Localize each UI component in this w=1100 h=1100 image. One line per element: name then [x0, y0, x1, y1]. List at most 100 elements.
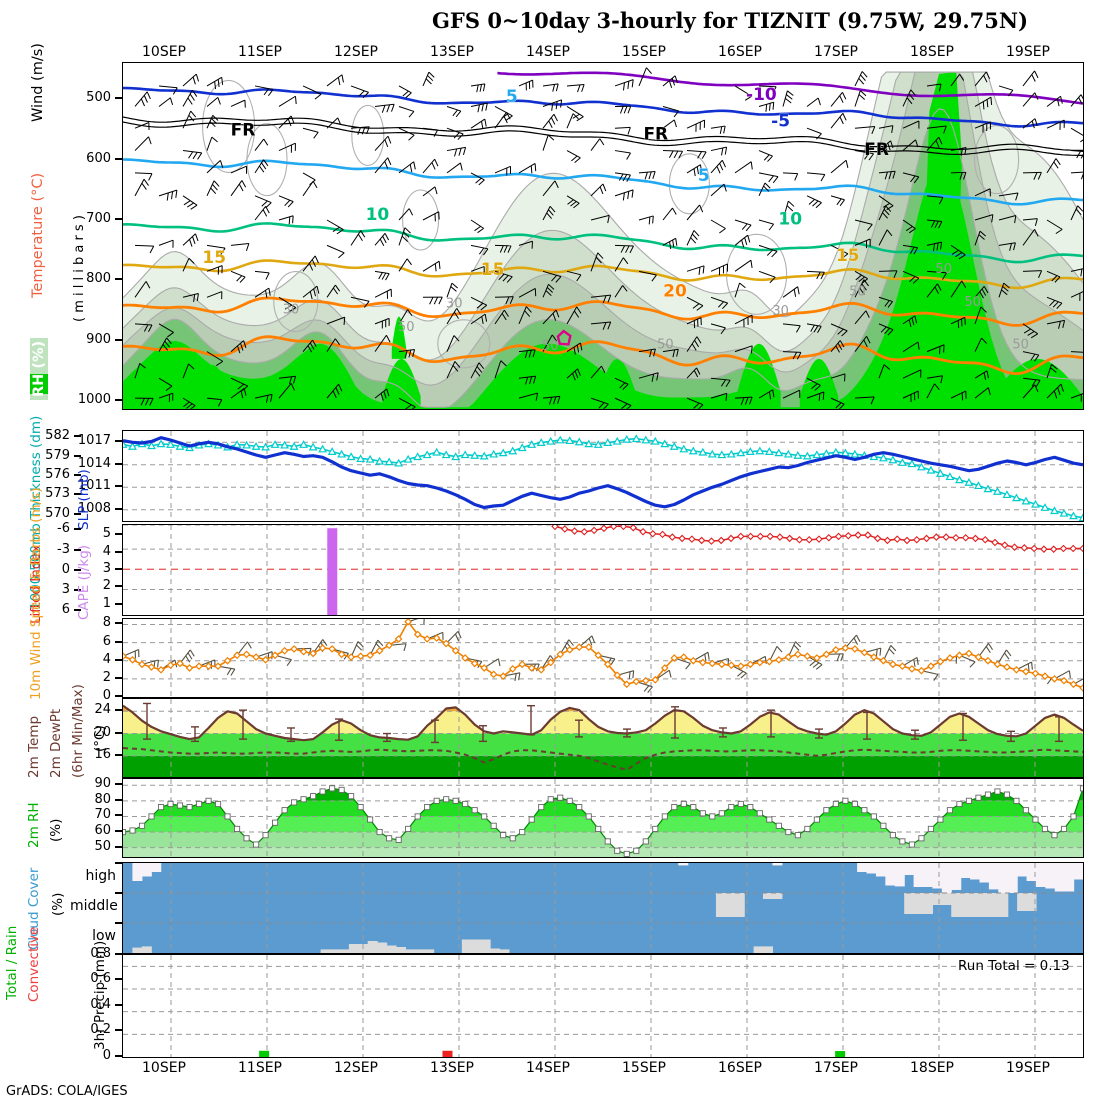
svg-text:5: 5: [698, 166, 710, 186]
tick-mark: [115, 731, 122, 734]
svg-text:30: 30: [283, 302, 300, 317]
slp-tick: 1008: [77, 500, 111, 516]
svg-text:5: 5: [506, 87, 518, 107]
svg-text:-10: -10: [746, 85, 777, 105]
bottom-date-axis: 10SEP 11SEP 12SEP 13SEP 14SEP 15SEP 16SEP 17SEP…: [0, 1060, 1100, 1078]
rh2m-tick: 80: [94, 791, 111, 807]
date-tick: 11SEP: [238, 44, 282, 60]
tick-mark: [115, 97, 122, 100]
svg-text:20: 20: [663, 281, 687, 301]
tick-mark: [115, 798, 122, 801]
slp-label: SLP (mb): [76, 469, 92, 530]
date-tick: 15SEP: [622, 44, 666, 60]
cape-tick: 5: [102, 526, 111, 542]
precip-tick: 0.4: [90, 996, 111, 1012]
date-tick: 14SEP: [526, 44, 570, 60]
tick-mark: [74, 548, 81, 551]
cloud-row-low: low: [92, 928, 116, 944]
rh2m-tick: 70: [94, 807, 111, 823]
temp-minmax-label: (6hr Min/Max): [70, 684, 86, 778]
date-tick: 19SEP: [1006, 1060, 1050, 1076]
lifted-index-tick: 6: [61, 601, 70, 617]
li-cape-panel: [122, 524, 1084, 616]
upper-air-wind-label: Wind (m/s): [30, 43, 46, 122]
tick-mark: [115, 753, 122, 756]
slp-tick: 1017: [77, 433, 111, 449]
run-total-label: Run Total = 0.13: [958, 958, 1070, 974]
tick-mark: [74, 608, 81, 611]
tick-mark: [115, 278, 122, 281]
tick-mark: [74, 512, 81, 515]
rh2m-tick: 60: [94, 823, 111, 839]
date-tick: 18SEP: [910, 1060, 954, 1076]
pressure-tick: 900: [86, 331, 111, 347]
top-date-axis: 10SEP 11SEP 12SEP 13SEP 14SEP 15SEP 16SEP 17SEP…: [0, 44, 1100, 62]
svg-text:-5: -5: [771, 112, 790, 132]
cape-tick: 4: [102, 543, 111, 559]
tick-mark: [115, 952, 122, 955]
cloud-row-middle: middle: [70, 898, 118, 914]
svg-text:50: 50: [936, 262, 953, 277]
svg-text:50: 50: [1012, 337, 1029, 352]
cape-label: CAPE (J/kg): [76, 544, 92, 620]
date-tick: 15SEP: [622, 1060, 666, 1076]
thickness-tick: 576: [45, 467, 70, 482]
rh2m-panel: [122, 778, 1084, 858]
thickness-slp-panel: [122, 430, 1084, 522]
tick-mark: [115, 507, 122, 510]
svg-text:FR: FR: [643, 124, 668, 144]
svg-text:50: 50: [964, 295, 981, 310]
wind-tick: 0: [102, 688, 111, 703]
tick-mark: [115, 922, 122, 924]
date-tick: 10SEP: [142, 44, 186, 60]
date-tick: 12SEP: [334, 1060, 378, 1076]
wind-tick: 4: [102, 651, 111, 667]
tick-mark: [74, 528, 81, 531]
dewpt2m-label: 2m DewPt: [48, 708, 64, 778]
svg-text:50: 50: [542, 339, 559, 354]
tick-mark: [115, 695, 122, 697]
tick-mark: [115, 709, 122, 712]
tick-mark: [115, 676, 122, 679]
tick-mark: [74, 454, 81, 457]
temp-dewpt-panel: [122, 698, 1084, 778]
wind-tick: 6: [102, 633, 111, 649]
upper-air-temperature-label: Temperature (°C): [30, 172, 46, 298]
tick-mark: [115, 658, 122, 661]
date-tick: 16SEP: [718, 1060, 762, 1076]
tick-mark: [115, 568, 122, 570]
svg-text:10: 10: [366, 205, 390, 225]
svg-text:30: 30: [446, 296, 463, 311]
cape-tick: 2: [102, 578, 111, 594]
tick-mark: [115, 1003, 122, 1006]
wind-tick: 2: [102, 669, 111, 685]
tick-mark: [115, 217, 122, 220]
tick-mark: [74, 493, 81, 496]
date-tick: 11SEP: [238, 1060, 282, 1076]
temp-tick: 24: [94, 702, 111, 718]
rh2m-label: 2m RH: [26, 802, 42, 848]
grads-credit: GrADS: COLA/IGES: [6, 1084, 128, 1099]
tick-mark: [115, 814, 122, 817]
pressure-tick: 600: [86, 150, 111, 166]
tick-mark: [115, 550, 122, 553]
svg-text:30: 30: [772, 304, 789, 319]
precip-convective-label: Convective: [26, 926, 42, 1002]
thickness-tick: 582: [45, 428, 70, 444]
tick-mark: [115, 585, 122, 588]
temp-units-label: (°C): [92, 725, 108, 752]
pressure-tick: 1000: [77, 392, 111, 408]
tick-mark: [74, 435, 81, 438]
cape-tick: 3: [102, 561, 111, 576]
date-tick: 18SEP: [910, 44, 954, 60]
page-title: GFS 0~10day 3-hourly for TIZNIT (9.75W, …: [432, 8, 1029, 33]
precip-tick: 0.6: [90, 971, 111, 987]
date-tick: 14SEP: [526, 1060, 570, 1076]
tick-mark: [115, 399, 122, 402]
svg-text:15: 15: [836, 246, 860, 266]
precip-total-rain-label: Total / Rain: [4, 925, 20, 1000]
thickness-tick: 579: [45, 447, 70, 463]
tick-mark: [74, 474, 81, 476]
tick-mark: [74, 588, 81, 591]
svg-text:15: 15: [481, 260, 505, 280]
